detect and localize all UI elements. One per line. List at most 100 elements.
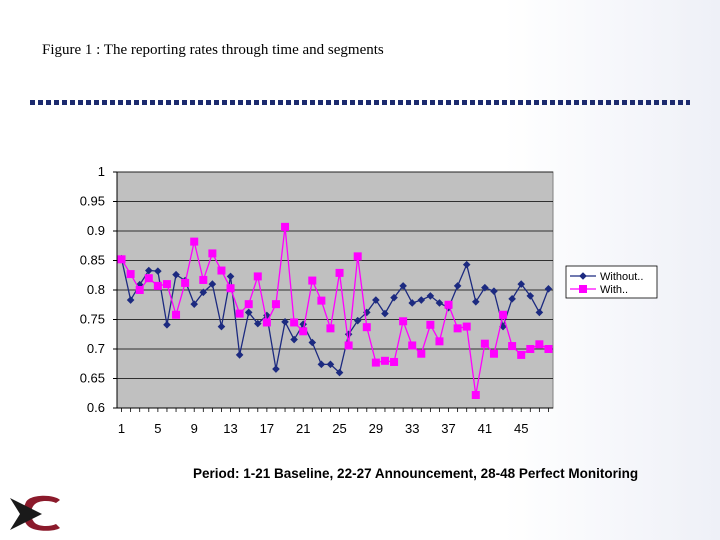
data-point: [226, 284, 235, 293]
data-point: [371, 358, 380, 367]
x-tick-label: 37: [441, 421, 455, 436]
data-point: [380, 356, 389, 365]
data-point: [281, 318, 289, 326]
data-point: [290, 335, 298, 344]
x-tick-label: 1: [118, 421, 125, 436]
data-point: [508, 295, 516, 303]
data-point: [444, 300, 453, 309]
legend: Without..With..: [565, 265, 658, 299]
data-point: [480, 339, 489, 348]
y-tick-label: 0.9: [87, 223, 105, 238]
x-axis: 1 5 9 13 17 21 25 29 33 37 41 45: [117, 407, 553, 436]
data-point: [244, 308, 253, 317]
data-point: [271, 300, 280, 309]
data-point: [317, 360, 326, 369]
data-point: [253, 272, 262, 281]
data-point: [163, 321, 171, 329]
data-point: [208, 249, 217, 258]
series-with: [117, 222, 553, 400]
data-point: [290, 318, 299, 327]
logo-arrow-shape: [10, 498, 42, 530]
y-tick-label: 0.8: [87, 282, 105, 297]
data-point: [299, 327, 308, 336]
data-point: [172, 270, 180, 279]
chart-caption: Period: 1-21 Baseline, 22-27 Announcemen…: [193, 466, 639, 481]
data-point: [126, 270, 135, 279]
data-point: [317, 296, 326, 305]
x-tick-label: 41: [478, 421, 492, 436]
data-point: [208, 280, 217, 288]
data-point: [217, 266, 226, 275]
data-point: [372, 296, 380, 304]
data-point: [253, 319, 262, 328]
data-point: [362, 323, 371, 332]
series-layer: [117, 222, 553, 400]
data-point: [326, 360, 335, 369]
data-point: [353, 316, 362, 325]
data-point: [517, 350, 526, 359]
data-point: [153, 281, 162, 290]
data-point: [217, 322, 226, 331]
data-point: [390, 357, 399, 366]
data-point: [226, 272, 235, 281]
y-tick-label: 0.65: [80, 371, 105, 386]
y-tick-label: 0.85: [80, 253, 105, 268]
data-point: [399, 282, 407, 290]
data-point: [199, 275, 208, 284]
data-point: [471, 391, 480, 400]
data-point: [353, 252, 362, 261]
y-tick-label: 0.95: [80, 194, 105, 209]
x-tick-label: 33: [405, 421, 419, 436]
data-point: [235, 309, 244, 318]
data-point: [344, 341, 353, 350]
data-point: [426, 320, 435, 329]
data-point: [381, 309, 389, 318]
data-point: [490, 287, 498, 295]
data-point: [535, 308, 544, 317]
data-point: [190, 300, 199, 308]
title-divider: [30, 100, 690, 105]
gridlines: [117, 171, 553, 409]
x-tick-label: 9: [191, 421, 198, 436]
data-point: [335, 268, 344, 277]
data-point: [453, 282, 462, 290]
data-point: [526, 292, 535, 300]
y-axis: 0.6 0.65 0.7 0.75 0.8 0.85 0.9 0.95 1: [80, 164, 118, 415]
data-point: [262, 318, 271, 327]
data-point: [162, 280, 171, 289]
x-tick-label: 25: [332, 421, 346, 436]
slide-title: Figure 1 : The reporting rates through t…: [42, 42, 384, 58]
x-tick-label: 21: [296, 421, 310, 436]
data-point: [326, 324, 335, 333]
data-point: [390, 293, 398, 302]
data-point: [517, 280, 526, 288]
logo: [10, 495, 60, 531]
data-point: [535, 340, 544, 349]
series-line: [120, 258, 550, 374]
data-point: [526, 345, 535, 353]
legend-swatch-marker: [579, 272, 587, 280]
data-point: [471, 298, 480, 306]
data-point: [481, 283, 489, 292]
data-point: [144, 274, 153, 283]
data-point: [135, 286, 144, 294]
x-tick-label: 17: [260, 421, 274, 436]
data-point: [544, 285, 553, 293]
data-point: [544, 345, 553, 353]
x-tick-label: 13: [223, 421, 237, 436]
data-point: [408, 341, 417, 350]
legend-swatch-marker: [579, 285, 587, 293]
data-point: [499, 310, 508, 319]
data-point: [199, 288, 208, 297]
data-point: [190, 237, 199, 246]
data-point: [117, 255, 126, 264]
y-tick-label: 0.75: [80, 312, 105, 327]
data-point: [181, 278, 190, 287]
data-point: [435, 337, 444, 346]
data-point: [435, 299, 444, 307]
data-point: [126, 296, 135, 304]
data-point: [235, 351, 244, 359]
y-tick-label: 0.7: [87, 341, 105, 356]
x-tick-label: 45: [514, 421, 528, 436]
